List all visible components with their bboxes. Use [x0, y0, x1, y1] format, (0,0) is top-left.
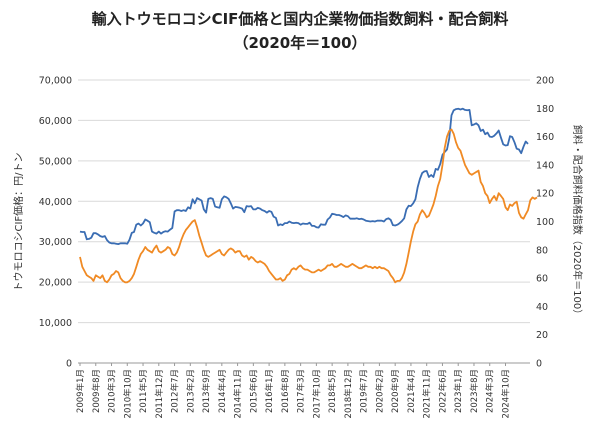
- x-tick-label: 2012年7月: [170, 369, 181, 413]
- y-right-tick-label: 100: [536, 217, 554, 228]
- x-tick-label: 2015年6月: [248, 369, 259, 413]
- y-right-tick-label: 0: [536, 359, 542, 370]
- y-right-tick-label: 80: [536, 245, 548, 256]
- x-tick-label: 2013年2月: [185, 369, 196, 413]
- x-tick-label: 2023年8月: [469, 369, 480, 413]
- x-tick-label: 2011年5月: [138, 369, 149, 413]
- y-axis-right-label: 飼料・配合飼料価格指数（2020年＝100）: [571, 125, 584, 320]
- x-tick-label: 2016年8月: [280, 369, 291, 413]
- y-right-tick-label: 200: [536, 76, 554, 87]
- y-right-tick-label: 160: [536, 132, 554, 143]
- x-tick-label: 2009年1月: [75, 369, 86, 413]
- x-axis-ticks: 2009年1月 2009年8月 2010年3月 2010年10月 2011年5月 2011…: [75, 363, 511, 418]
- y-right-tick-label: 120: [536, 189, 554, 200]
- y-right-tick-label: 180: [536, 104, 554, 115]
- series-lines: [79, 107, 538, 284]
- x-tick-label: 2014年11月: [233, 369, 244, 418]
- y-left-tick-label: 50,000: [39, 156, 72, 167]
- y-axis-left-label: トウモロコシCIF価格：円/トン: [12, 152, 25, 291]
- y-left-tick-label: 10,000: [39, 318, 72, 329]
- x-tick-label: 2021年4月: [406, 369, 417, 413]
- y-left-tick-label: 40,000: [39, 197, 72, 208]
- y-axis-right-ticks: 0 20 40 60 80 100 120 140 160 180 200: [536, 76, 554, 370]
- chart-subtitle: （2020年＝100）: [233, 34, 367, 52]
- chart-title: 輸入トウモロコシCIF価格と国内企業物価指数飼料・配合飼料: [91, 10, 509, 28]
- x-tick-label: 2017年10月: [311, 369, 322, 418]
- x-tick-label: 2024年3月: [485, 369, 496, 413]
- series-line-feed-index: [79, 128, 538, 284]
- x-tick-label: 2010年3月: [107, 369, 118, 413]
- y-right-tick-label: 60: [536, 274, 548, 285]
- y-left-tick-label: 20,000: [39, 278, 72, 289]
- x-tick-label: 2016年1月: [264, 369, 275, 413]
- y-axis-left-ticks: 0 10,000 20,000 30,000 40,000 50,000 60,000 70,…: [39, 76, 72, 370]
- x-tick-label: 2020年9月: [390, 369, 401, 413]
- x-tick-label: 2014年4月: [217, 369, 228, 413]
- x-tick-label: 2021年11月: [422, 369, 433, 418]
- y-left-tick-label: 0: [66, 359, 72, 370]
- y-right-tick-label: 40: [536, 302, 548, 313]
- gridlines: [78, 79, 530, 324]
- x-tick-label: 2013年9月: [201, 369, 212, 413]
- x-tick-label: 2017年3月: [296, 369, 307, 413]
- series-line-cif-price: [79, 107, 529, 246]
- x-tick-label: 2009年8月: [91, 369, 102, 413]
- x-tick-label: 2018年5月: [327, 369, 338, 413]
- x-tick-label: 2011年12月: [154, 369, 165, 418]
- x-tick-label: 2019年7月: [359, 369, 370, 413]
- y-left-tick-label: 70,000: [39, 76, 72, 87]
- x-tick-label: 2022年6月: [437, 369, 448, 413]
- x-tick-label: 2010年10月: [122, 369, 133, 418]
- x-tick-label: 2024年10月: [500, 369, 511, 418]
- y-left-tick-label: 30,000: [39, 237, 72, 248]
- x-tick-label: 2018年12月: [343, 369, 354, 418]
- y-left-tick-label: 60,000: [39, 116, 72, 127]
- y-right-tick-label: 140: [536, 160, 554, 171]
- x-tick-label: 2020年2月: [374, 369, 385, 413]
- y-right-tick-label: 20: [536, 330, 548, 341]
- x-tick-label: 2023年1月: [453, 369, 464, 413]
